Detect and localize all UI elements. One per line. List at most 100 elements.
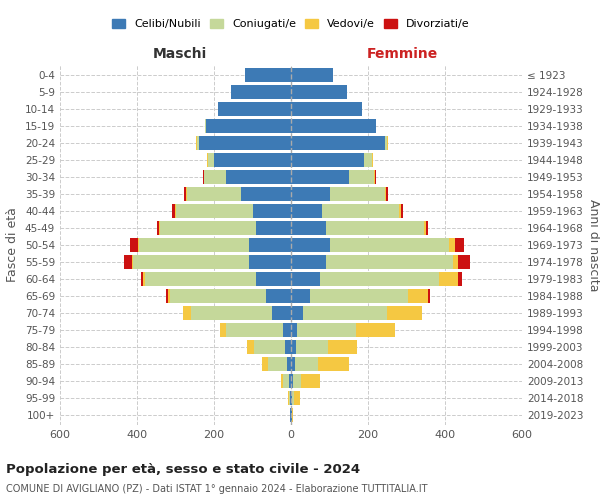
- Bar: [170, 289, 291, 303]
- Bar: [291, 238, 449, 252]
- Bar: [291, 204, 403, 218]
- Bar: [226, 170, 291, 184]
- Bar: [291, 68, 334, 82]
- Bar: [291, 136, 387, 150]
- Bar: [291, 102, 362, 116]
- Bar: [291, 408, 293, 422]
- Bar: [232, 85, 291, 99]
- Bar: [291, 306, 302, 320]
- Bar: [291, 153, 373, 167]
- Text: Femmine: Femmine: [366, 48, 437, 62]
- Bar: [166, 289, 291, 303]
- Bar: [168, 289, 291, 303]
- Bar: [220, 323, 291, 337]
- Bar: [291, 85, 347, 99]
- Bar: [218, 102, 291, 116]
- Text: Maschi: Maschi: [153, 48, 207, 62]
- Bar: [139, 238, 291, 252]
- Text: COMUNE DI AVIGLIANO (PZ) - Dati ISTAT 1° gennaio 2024 - Elaborazione TUTTITALIA.: COMUNE DI AVIGLIANO (PZ) - Dati ISTAT 1°…: [6, 484, 427, 494]
- Bar: [196, 136, 291, 150]
- Bar: [289, 391, 291, 405]
- Bar: [291, 357, 318, 371]
- Bar: [124, 255, 291, 269]
- Bar: [143, 272, 291, 286]
- Bar: [291, 272, 439, 286]
- Bar: [160, 221, 291, 235]
- Bar: [268, 357, 291, 371]
- Bar: [289, 391, 291, 405]
- Bar: [241, 187, 291, 201]
- Bar: [291, 85, 347, 99]
- Bar: [291, 119, 376, 133]
- Bar: [291, 340, 357, 354]
- Bar: [291, 272, 463, 286]
- Bar: [291, 306, 387, 320]
- Bar: [141, 272, 291, 286]
- Bar: [291, 187, 386, 201]
- Bar: [291, 204, 322, 218]
- Y-axis label: Fasce di età: Fasce di età: [7, 208, 19, 282]
- Bar: [291, 170, 376, 184]
- Bar: [291, 187, 388, 201]
- Bar: [208, 153, 291, 167]
- Bar: [291, 408, 292, 422]
- Bar: [291, 170, 349, 184]
- Bar: [220, 323, 291, 337]
- Bar: [176, 204, 291, 218]
- Bar: [186, 187, 291, 201]
- Bar: [291, 153, 372, 167]
- Bar: [291, 136, 388, 150]
- Bar: [291, 289, 310, 303]
- Bar: [291, 68, 334, 82]
- Bar: [291, 391, 294, 405]
- Bar: [291, 340, 357, 354]
- Bar: [208, 153, 291, 167]
- Bar: [291, 102, 362, 116]
- Bar: [291, 306, 422, 320]
- Bar: [289, 374, 291, 388]
- Bar: [291, 323, 297, 337]
- Bar: [203, 170, 291, 184]
- Bar: [287, 357, 291, 371]
- Bar: [290, 408, 291, 422]
- Bar: [218, 102, 291, 116]
- Bar: [291, 408, 293, 422]
- Bar: [291, 408, 292, 422]
- Bar: [206, 153, 291, 167]
- Bar: [281, 374, 291, 388]
- Bar: [291, 221, 326, 235]
- Bar: [291, 357, 295, 371]
- Bar: [291, 119, 376, 133]
- Bar: [248, 238, 291, 252]
- Bar: [291, 374, 320, 388]
- Bar: [291, 289, 409, 303]
- Legend: Celibi/Nubili, Coniugati/e, Vedovi/e, Divorziati/e: Celibi/Nubili, Coniugati/e, Vedovi/e, Di…: [108, 14, 474, 34]
- Bar: [291, 272, 458, 286]
- Bar: [291, 221, 428, 235]
- Bar: [183, 306, 291, 320]
- Bar: [214, 153, 291, 167]
- Bar: [291, 323, 395, 337]
- Bar: [247, 340, 291, 354]
- Bar: [291, 374, 320, 388]
- Bar: [187, 187, 291, 201]
- Bar: [291, 136, 388, 150]
- Bar: [291, 391, 292, 405]
- Bar: [291, 102, 362, 116]
- Y-axis label: Anni di nascita: Anni di nascita: [587, 198, 600, 291]
- Bar: [291, 357, 349, 371]
- Bar: [160, 221, 291, 235]
- Bar: [291, 340, 296, 354]
- Bar: [291, 119, 376, 133]
- Bar: [191, 306, 291, 320]
- Bar: [291, 221, 424, 235]
- Bar: [272, 306, 291, 320]
- Bar: [196, 136, 291, 150]
- Bar: [291, 289, 430, 303]
- Bar: [205, 119, 291, 133]
- Bar: [291, 85, 347, 99]
- Bar: [291, 238, 455, 252]
- Bar: [291, 187, 385, 201]
- Bar: [291, 153, 364, 167]
- Bar: [291, 238, 329, 252]
